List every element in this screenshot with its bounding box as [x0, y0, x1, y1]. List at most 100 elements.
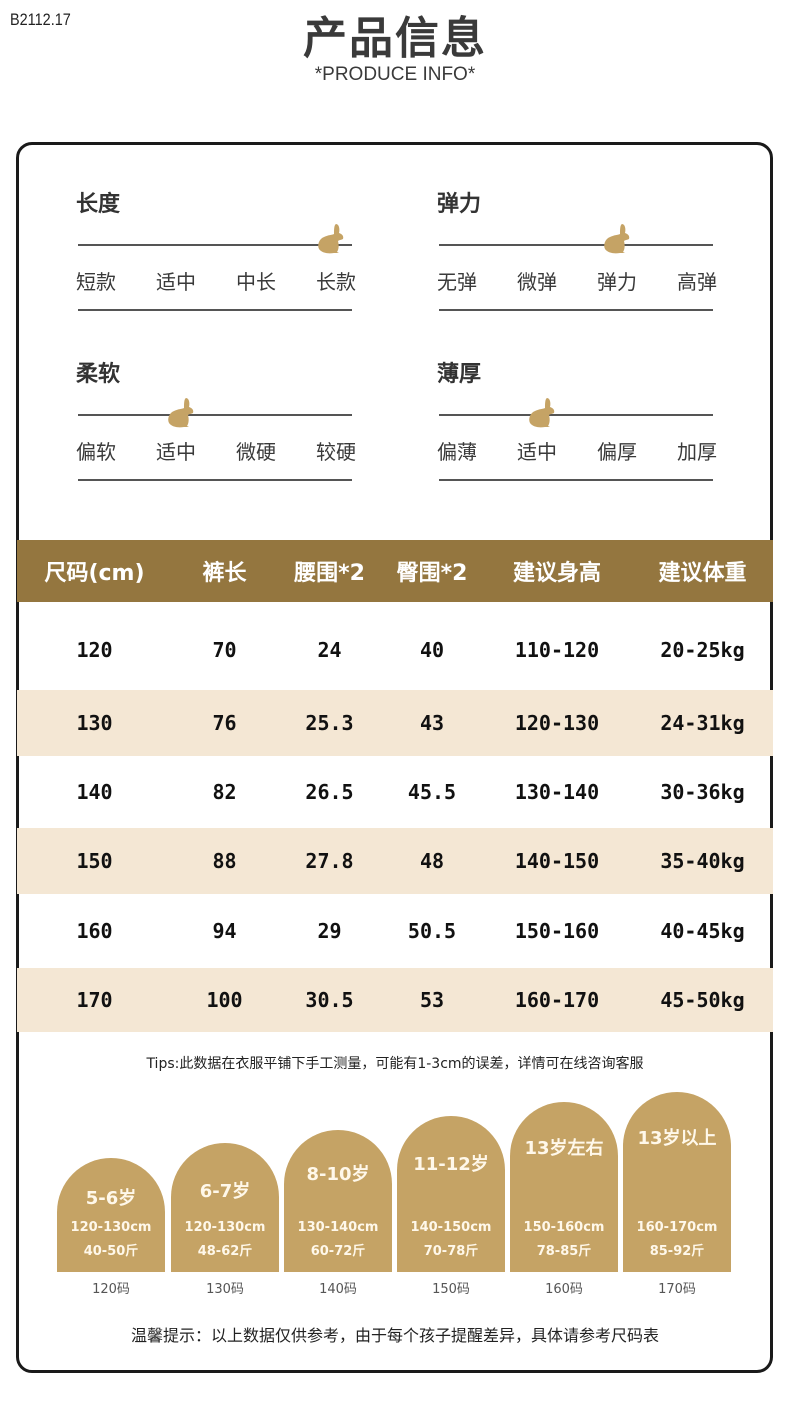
cell: 45-50kg	[660, 988, 745, 1012]
attribute-scale-line	[78, 414, 352, 416]
option-label: 适中	[517, 440, 557, 464]
cell: 40-45kg	[660, 919, 745, 943]
attribute-scale-line	[439, 244, 713, 246]
attribute-title: 柔软	[76, 362, 121, 387]
cell: 160	[76, 919, 113, 943]
option-label: 较硬	[316, 440, 356, 464]
page-title: 产品信息	[303, 13, 487, 64]
arch-age: 5-6岁	[85, 1188, 137, 1209]
cell: 20-25kg	[660, 638, 745, 662]
option-label: 偏厚	[597, 440, 637, 464]
cell: 70	[212, 638, 237, 662]
attribute-scale-line	[439, 414, 713, 416]
attribute-scale-line	[78, 244, 352, 246]
cell: 35-40kg	[660, 849, 745, 873]
age-arch: 5-6岁 120-130cm 40-50斤	[57, 1158, 165, 1272]
table-row: 160 94 29 50.5 150-160 40-45kg	[17, 894, 773, 968]
cell: 48	[419, 849, 445, 873]
arch-weight: 78-85斤	[536, 1244, 592, 1259]
arch-age: 6-7岁	[199, 1181, 251, 1202]
attribute-title: 薄厚	[437, 362, 482, 387]
cell: 120	[76, 638, 113, 662]
age-arch: 13岁左右 150-160cm 78-85斤	[510, 1102, 618, 1272]
table-row: 120 70 24 40 110-120 20-25kg	[17, 602, 773, 690]
attribute-length: 长度 短款 适中 中长 长款	[76, 172, 366, 312]
page-subtitle: *PRODUCE INFO*	[314, 64, 476, 85]
cell: 94	[212, 919, 237, 943]
cell: 76	[212, 711, 237, 735]
arch-age: 13岁以上	[637, 1128, 717, 1149]
cell: 160-170	[514, 988, 600, 1012]
cell: 40	[419, 638, 445, 662]
measurement-tips: Tips:此数据在衣服平铺下手工测量，可能有1-3cm的误差，详情可在线咨询客服	[146, 1056, 644, 1072]
arch-height: 150-160cm	[523, 1220, 605, 1235]
arch-size-label: 120码	[92, 1282, 130, 1297]
rabbit-marker-icon	[318, 224, 344, 254]
arch-height: 140-150cm	[410, 1220, 492, 1235]
option-label: 高弹	[677, 270, 717, 294]
arch-size-label: 170码	[658, 1282, 696, 1297]
attribute-divider	[439, 309, 713, 311]
cell: 130-140	[514, 780, 600, 804]
option-label: 适中	[156, 270, 196, 294]
option-label: 弹力	[597, 270, 637, 294]
arch-weight: 48-62斤	[197, 1244, 253, 1259]
cell: 30-36kg	[660, 780, 745, 804]
cell: 27.8	[305, 849, 354, 873]
arch-age: 11-12岁	[413, 1154, 489, 1175]
cell: 29	[317, 919, 342, 943]
arch-size-label: 130码	[206, 1282, 244, 1297]
option-label: 长款	[316, 270, 356, 294]
option-label: 中长	[236, 270, 276, 294]
attribute-options: 无弹 微弹 弹力 高弹	[437, 266, 727, 295]
table-row: 170 100 30.5 53 160-170 45-50kg	[17, 968, 773, 1032]
cell: 53	[419, 988, 445, 1012]
attribute-thickness: 薄厚 偏薄 适中 偏厚 加厚	[437, 342, 727, 482]
age-arch: 13岁以上 160-170cm 85-92斤	[623, 1092, 731, 1272]
rabbit-marker-icon	[168, 398, 194, 428]
rabbit-marker-icon	[604, 224, 630, 254]
cell: 25.3	[305, 711, 354, 735]
cell: 24-31kg	[660, 711, 745, 735]
attribute-options: 偏薄 适中 偏厚 加厚	[437, 436, 727, 465]
cell: 140-150	[514, 849, 600, 873]
header-size: 尺码(cm)	[44, 561, 145, 586]
arch-age: 8-10岁	[306, 1164, 370, 1185]
arch-height: 120-130cm	[184, 1220, 266, 1235]
arch-height: 160-170cm	[636, 1220, 718, 1235]
attribute-softness: 柔软 偏软 适中 微硬 较硬	[76, 342, 366, 482]
cell: 150	[76, 849, 113, 873]
arch-size-label: 140码	[319, 1282, 357, 1297]
age-arch: 11-12岁 140-150cm 70-78斤	[397, 1116, 505, 1272]
cell: 140	[76, 780, 113, 804]
cell: 88	[212, 849, 237, 873]
table-row: 130 76 25.3 43 120-130 24-31kg	[17, 690, 773, 756]
attribute-elasticity: 弹力 无弹 微弹 弹力 高弹	[437, 172, 727, 312]
arch-age: 13岁左右	[524, 1138, 604, 1159]
arch-weight: 85-92斤	[649, 1244, 705, 1259]
cell: 130	[76, 711, 113, 735]
attribute-title: 长度	[76, 192, 121, 217]
table-row: 150 88 27.8 48 140-150 35-40kg	[17, 828, 773, 894]
cell: 26.5	[305, 780, 354, 804]
option-label: 偏软	[76, 440, 116, 464]
option-label: 加厚	[677, 440, 717, 464]
arch-size-label: 160码	[545, 1282, 583, 1297]
cell: 82	[212, 780, 237, 804]
product-code: B2112.17	[10, 10, 71, 29]
cell: 100	[206, 988, 243, 1012]
option-label: 微弹	[517, 270, 557, 294]
cell: 30.5	[305, 988, 354, 1012]
cell: 43	[419, 711, 445, 735]
arch-height: 130-140cm	[297, 1220, 379, 1235]
table-header: 尺码(cm) 裤长 腰围*2 臀围*2 建议身高 建议体重	[17, 540, 773, 602]
attribute-divider	[78, 309, 352, 311]
attribute-title: 弹力	[437, 192, 482, 217]
attribute-options: 短款 适中 中长 长款	[76, 266, 366, 295]
header-hip: 臀围*2	[396, 561, 468, 586]
arch-height: 120-130cm	[70, 1220, 152, 1235]
attribute-options: 偏软 适中 微硬 较硬	[76, 436, 366, 465]
option-label: 偏薄	[437, 440, 477, 464]
table-row: 140 82 26.5 45.5 130-140 30-36kg	[17, 756, 773, 828]
arch-weight: 40-50斤	[83, 1244, 139, 1259]
